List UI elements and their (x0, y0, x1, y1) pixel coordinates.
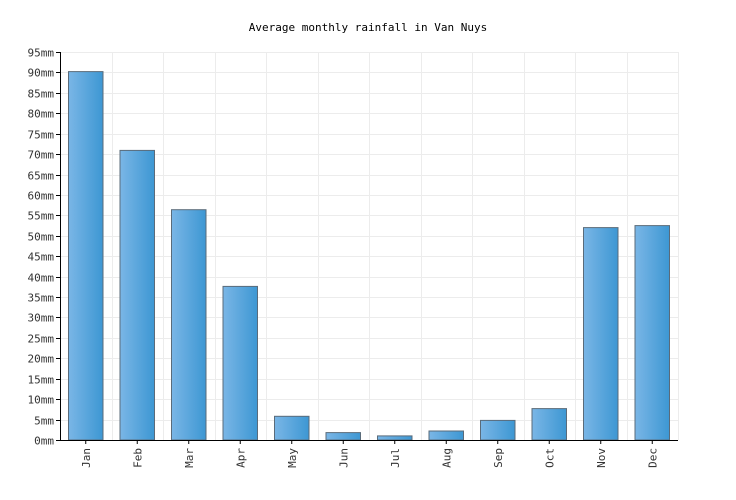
y-tick-label: 50mm (28, 231, 55, 244)
bar-jun (325, 432, 361, 441)
y-tick-label: 90mm (28, 67, 55, 80)
bar-may (274, 415, 310, 441)
bar-aug (428, 430, 464, 441)
y-tick-label: 75mm (28, 129, 55, 142)
bars (68, 71, 670, 441)
y-tick-label: 70mm (28, 149, 55, 162)
y-tick-label: 5mm (34, 415, 54, 428)
y-axis-ticks: 0mm 5mm 10mm 15mm 20mm 25mm 30mm 35mm 40mm 45mm 50… (28, 47, 60, 448)
y-tick-label: 55mm (28, 210, 55, 223)
bar-jul (377, 435, 413, 441)
x-tick-label-mar: Mar (183, 448, 196, 468)
y-tick-label: 20mm (28, 353, 55, 366)
x-tick-label-apr: Apr (234, 448, 247, 468)
bar-mar (171, 209, 207, 441)
x-tick-label-may: May (286, 448, 299, 468)
y-tick-label: 80mm (28, 108, 55, 121)
y-tick-label: 0mm (34, 435, 54, 448)
x-tick-label-dec: Dec (646, 448, 659, 468)
bar-nov (583, 227, 619, 441)
chart-title: Average monthly rainfall in Van Nuys (249, 21, 487, 34)
bar-dec (634, 225, 670, 441)
bar-oct (531, 408, 567, 441)
x-tick-label-sep: Sep (492, 448, 505, 468)
y-tick-label: 95mm (28, 47, 55, 60)
x-tick-label-feb: Feb (131, 448, 144, 468)
y-tick-label: 15mm (28, 374, 55, 387)
x-tick-label-aug: Aug (440, 448, 453, 468)
y-tick-label: 85mm (28, 88, 55, 101)
y-tick-label: 10mm (28, 394, 55, 407)
y-tick-label: 65mm (28, 170, 55, 183)
y-tick-label: 30mm (28, 312, 55, 325)
grid-lines (60, 52, 679, 440)
bar-sep (480, 419, 516, 441)
x-tick-label-nov: Nov (595, 448, 608, 468)
bar-jan (68, 71, 104, 441)
bar-apr (222, 285, 258, 441)
y-tick-label: 40mm (28, 272, 55, 285)
y-tick-label: 45mm (28, 251, 55, 264)
x-tick-label-jul: Jul (389, 448, 402, 468)
y-tick-label: 60mm (28, 190, 55, 203)
x-axis-ticks: Jan Feb Mar Apr May Jun Jul Aug Sep Oct Nov Dec (80, 440, 659, 468)
x-tick-label-jan: Jan (80, 448, 93, 468)
y-tick-label: 25mm (28, 333, 55, 346)
axes (60, 52, 678, 441)
bar-feb (119, 149, 155, 441)
x-tick-label-jun: Jun (337, 448, 350, 468)
y-tick-label: 35mm (28, 292, 55, 305)
x-tick-label-oct: Oct (543, 448, 556, 468)
